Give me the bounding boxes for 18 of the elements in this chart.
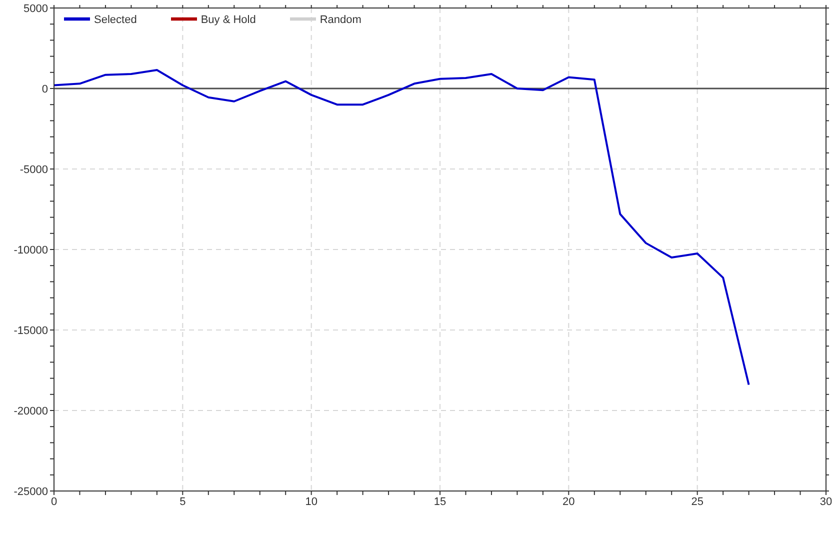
x-tick-label: 10 — [305, 496, 318, 508]
y-tick-label: -20000 — [14, 405, 48, 418]
x-tick-label: 30 — [820, 496, 832, 508]
legend-label: Buy & Hold — [200, 14, 256, 26]
x-tick-label: 15 — [434, 496, 446, 508]
y-tick-label: 5000 — [24, 2, 48, 15]
legend-label: Random — [320, 14, 362, 26]
y-tick-label: -5000 — [20, 164, 48, 176]
x-tick-label: 25 — [691, 496, 704, 508]
x-tick-label: 20 — [562, 496, 575, 508]
y-tick-label: 0 — [42, 83, 48, 96]
y-tick-label: -25000 — [14, 486, 48, 498]
legend-label: Selected — [94, 14, 137, 26]
line-series — [54, 68, 750, 386]
x-tick-label: 5 — [180, 496, 186, 508]
y-tick-label: -10000 — [14, 244, 48, 256]
x-tick-label: 0 — [50, 496, 58, 508]
y-tick-label: -15000 — [14, 324, 48, 337]
